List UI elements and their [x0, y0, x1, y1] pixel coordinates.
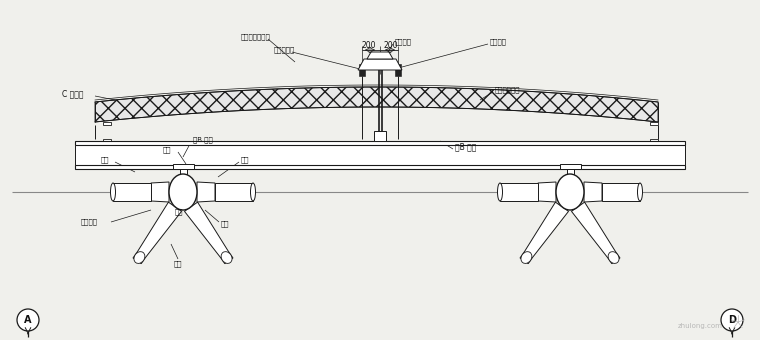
- Text: 200: 200: [384, 40, 398, 50]
- Polygon shape: [197, 182, 215, 202]
- Polygon shape: [358, 59, 402, 70]
- Text: 套筒: 套筒: [163, 147, 172, 153]
- Text: 200: 200: [362, 40, 376, 50]
- Polygon shape: [151, 182, 169, 202]
- Bar: [103, 122, 111, 125]
- Polygon shape: [572, 202, 620, 264]
- Ellipse shape: [638, 183, 642, 201]
- Bar: [650, 122, 658, 125]
- Polygon shape: [185, 202, 233, 264]
- Bar: [75, 165, 685, 169]
- Text: 蕨管: 蕨管: [241, 157, 249, 163]
- Polygon shape: [584, 182, 602, 202]
- Text: C 型樒条: C 型樒条: [62, 89, 84, 99]
- Bar: [650, 139, 658, 142]
- Bar: [173, 164, 194, 169]
- Text: 斜杆: 斜杆: [221, 221, 230, 227]
- Ellipse shape: [221, 252, 232, 264]
- Polygon shape: [367, 52, 393, 59]
- Bar: [215, 183, 253, 201]
- Bar: [103, 139, 111, 142]
- Text: 螺头: 螺头: [101, 157, 109, 163]
- Ellipse shape: [498, 183, 502, 201]
- Circle shape: [17, 309, 39, 331]
- Text: A: A: [24, 315, 32, 325]
- Ellipse shape: [110, 183, 116, 201]
- Text: 「B 检校: 「B 检校: [455, 142, 477, 152]
- Text: D: D: [728, 315, 736, 325]
- Text: 高强螺栋: 高强螺栋: [81, 219, 98, 225]
- Text: zhulong.com: zhulong.com: [678, 323, 723, 329]
- Text: 斜杆: 斜杆: [174, 261, 182, 267]
- Polygon shape: [520, 202, 568, 264]
- Ellipse shape: [251, 183, 255, 201]
- Bar: [180, 169, 187, 174]
- Polygon shape: [95, 87, 658, 122]
- Bar: [75, 141, 685, 145]
- Circle shape: [721, 309, 743, 331]
- Bar: [559, 164, 581, 169]
- Ellipse shape: [556, 174, 584, 210]
- Bar: [113, 183, 151, 201]
- Polygon shape: [538, 182, 556, 202]
- Bar: [374, 131, 386, 141]
- Ellipse shape: [169, 174, 197, 210]
- Ellipse shape: [521, 252, 532, 264]
- Bar: [500, 183, 538, 201]
- Text: 颉筋伸缩缝: 颉筋伸缩缝: [274, 47, 295, 53]
- Polygon shape: [133, 202, 182, 264]
- Bar: [359, 64, 365, 76]
- Bar: [75, 145, 685, 165]
- Text: 聚氨酯屋面板: 聚氨酯屋面板: [495, 87, 521, 93]
- Bar: [395, 64, 401, 76]
- Ellipse shape: [134, 252, 145, 264]
- Text: 自攻榄水: 自攻榄水: [395, 39, 412, 45]
- Text: 「B 检校: 「B 检校: [193, 137, 213, 143]
- Ellipse shape: [608, 252, 619, 264]
- Bar: [567, 169, 574, 174]
- Text: 彩色压型涂层板: 彩色压型涂层板: [240, 34, 270, 40]
- Bar: [602, 183, 640, 201]
- Text: 防水接头: 防水接头: [490, 39, 507, 45]
- Text: 锥体: 锥体: [175, 209, 183, 215]
